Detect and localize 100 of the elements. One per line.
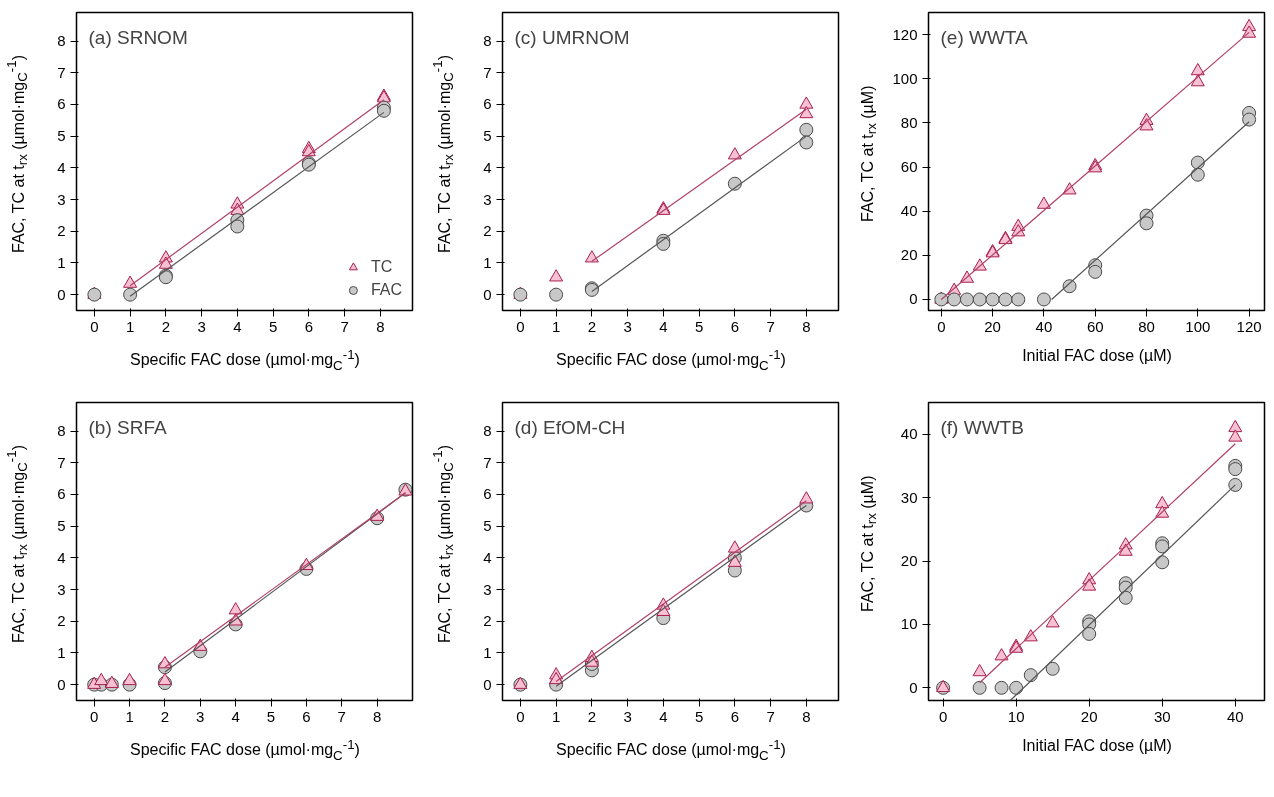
y-tick-label: 0	[483, 285, 492, 303]
y-tick-label: 6	[57, 485, 66, 503]
x-tick-label: 3	[623, 707, 632, 725]
y-tick-label: 5	[57, 127, 66, 145]
y-tick-label: 20	[900, 552, 918, 570]
y-tick-label: 30	[900, 488, 918, 506]
x-tick-label: 0	[516, 317, 525, 335]
text: (e) WWTA	[940, 26, 1029, 48]
x-tick-label: 2	[161, 317, 171, 335]
y-tick-label: 60	[900, 158, 918, 176]
y-tick-label: 7	[57, 453, 66, 471]
y-tick-label: 4	[483, 158, 492, 176]
x-tick-label: 5	[266, 707, 276, 725]
x-tick-label: 4	[231, 707, 240, 725]
x-tick-label: 100	[1185, 317, 1211, 335]
x-tick-label: 3	[623, 317, 632, 335]
y-tick-label: 0	[483, 675, 492, 693]
x-tick-label: 30	[1153, 707, 1171, 725]
x-tick-label: 7	[337, 707, 346, 725]
x-tick-label: 10	[1007, 707, 1025, 725]
y-tick-label: 20	[900, 246, 918, 264]
x-tick-label: 6	[730, 317, 740, 335]
x-tick-label: 20	[1080, 707, 1098, 725]
y-tick-label: 40	[900, 425, 918, 443]
x-tick-label: 6	[730, 707, 740, 725]
y-tick-label: 2	[483, 222, 492, 240]
x-tick-label: 0	[90, 317, 99, 335]
x-tick-label: 2	[587, 707, 597, 725]
x-tick-label: 0	[937, 317, 946, 335]
x-tick-label: 8	[372, 707, 382, 725]
y-tick-label: 0	[57, 285, 66, 303]
x-tick-label: 5	[694, 317, 704, 335]
x-tick-label: 7	[340, 317, 349, 335]
x-tick-label: 2	[160, 707, 170, 725]
y-tick-label: 2	[57, 222, 66, 240]
x-axis-title: Specific FAC dose (µmol·mg$_{C}$$^{-1}$)	[130, 736, 360, 765]
y-tick-label: 8	[57, 32, 66, 50]
x-tick-label: 0	[938, 707, 948, 725]
x-axis-title: Specific FAC dose (µmol·mg$_{C}$$^{-1}$)	[130, 346, 360, 375]
x-tick-label: 8	[802, 317, 811, 335]
y-tick-label: 3	[483, 580, 492, 598]
y-tick-label: 7	[483, 63, 492, 81]
x-tick-label: 40	[1035, 317, 1053, 335]
y-tick-label: 3	[57, 190, 66, 208]
x-tick-label: 4	[659, 317, 668, 335]
x-tick-label: 120	[1236, 317, 1262, 335]
y-tick-label: 2	[483, 612, 492, 630]
legend-label: TC	[370, 258, 393, 276]
y-tick-label: 8	[483, 422, 492, 440]
text: (f) WWTB	[940, 416, 1024, 438]
y-tick-label: 80	[900, 113, 918, 131]
y-tick-label: 2	[57, 612, 66, 630]
x-axis-title: Initial FAC dose (µM)	[1022, 736, 1172, 756]
x-axis-title: Specific FAC dose (µmol·mg$_{C}$$^{-1}$)	[556, 736, 786, 765]
y-tick-label: 40	[900, 202, 918, 220]
x-tick-label: 60	[1086, 317, 1104, 335]
y-tick-label: 1	[57, 253, 66, 271]
y-tick-label: 8	[483, 32, 492, 50]
x-axis-title: Initial FAC dose (µM)	[1022, 346, 1172, 366]
x-tick-label: 1	[125, 707, 134, 725]
x-tick-label: 80	[1138, 317, 1155, 335]
text: (d) EfOM-CH	[514, 416, 626, 438]
x-tick-label: 1	[551, 707, 561, 725]
x-tick-label: 8	[376, 317, 385, 335]
x-tick-label: 3	[196, 707, 205, 725]
y-tick-label: 120	[892, 25, 918, 43]
y-tick-label: 0	[909, 678, 918, 696]
x-tick-label: 4	[659, 707, 668, 725]
y-tick-label: 3	[57, 580, 66, 598]
x-tick-label: 4	[233, 317, 242, 335]
x-tick-label: 40	[1226, 707, 1244, 725]
x-tick-label: 7	[766, 317, 775, 335]
y-tick-label: 0	[909, 290, 918, 308]
x-tick-label: 5	[694, 707, 704, 725]
y-tick-label: 1	[57, 643, 66, 661]
legend-label: FAC	[370, 281, 402, 299]
y-tick-label: 4	[57, 548, 66, 566]
x-tick-label: 3	[197, 317, 206, 335]
y-tick-label: 0	[57, 675, 66, 693]
text: (c) UMRNOM	[514, 26, 630, 48]
x-tick-label: 0	[90, 707, 99, 725]
y-tick-label: 5	[483, 127, 492, 145]
y-tick-label: 4	[483, 548, 492, 566]
text: (b) SRFA	[88, 416, 167, 438]
y-tick-label: 6	[483, 95, 492, 113]
y-tick-label: 6	[57, 95, 66, 113]
x-tick-label: 1	[551, 317, 561, 335]
x-tick-label: 20	[984, 317, 1001, 335]
y-tick-label: 1	[483, 253, 492, 271]
y-tick-label: 3	[483, 190, 492, 208]
y-tick-label: 7	[483, 453, 492, 471]
x-tick-label: 8	[802, 707, 811, 725]
y-tick-label: 5	[483, 517, 492, 535]
x-tick-label: 6	[304, 317, 314, 335]
y-tick-label: 100	[892, 69, 918, 87]
y-tick-label: 4	[57, 158, 66, 176]
x-tick-label: 2	[587, 317, 597, 335]
y-tick-label: 5	[57, 517, 66, 535]
x-tick-label: 7	[766, 707, 775, 725]
y-tick-label: 8	[57, 422, 66, 440]
